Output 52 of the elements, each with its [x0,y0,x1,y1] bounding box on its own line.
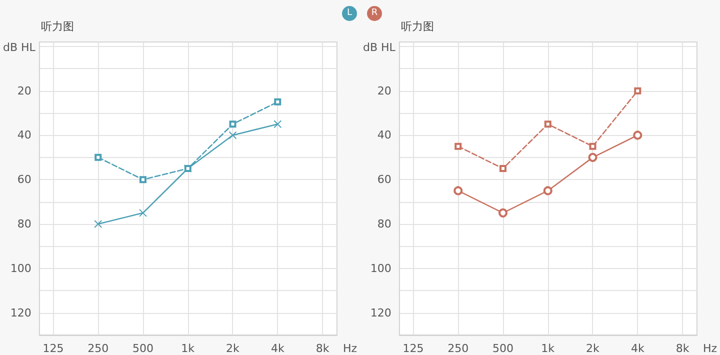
y-axis-title: dB HL [362,41,396,54]
chart-title: 听力图 [401,20,434,33]
x-axis-title: Hz [342,342,358,355]
x-tick-label: 250 [448,342,469,355]
point [454,186,463,196]
point [633,130,642,140]
y-tick-label: 60 [17,173,32,186]
x-tick-label: 500 [132,342,154,355]
x-tick-label: 8k [316,342,330,355]
y-tick-label: 100 [10,262,32,275]
y-tick-label: 80 [17,218,32,231]
point [498,208,508,218]
x-axis-title: Hz [702,342,718,355]
y-tick-label: 80 [377,218,392,231]
y-tick-label: 100 [370,262,392,275]
x-tick-label: 2k [226,342,240,355]
y-tick-label: 120 [370,306,392,320]
point [588,152,598,162]
point [94,220,102,228]
point [274,120,282,128]
x-tick-label: 8k [676,342,690,355]
point [139,176,146,184]
x-tick-label: 1k [541,342,556,355]
point [138,208,147,217]
x-tick-label: 4k [270,342,285,355]
x-tick-label: 2k [586,342,600,355]
y-tick-label: 20 [17,84,32,98]
y-axis-title: dB HL [2,41,36,54]
point [454,142,462,150]
point [543,186,552,196]
point [274,98,282,106]
x-tick-label: 500 [492,342,514,355]
y-tick-label: 60 [377,173,392,186]
point [229,120,236,128]
x-tick-label: 125 [402,342,424,355]
point [634,87,642,94]
point [499,165,506,172]
x-tick-label: 1k [181,342,196,355]
y-tick-label: 40 [377,128,392,142]
point [589,142,596,150]
y-tick-label: 40 [17,128,32,142]
text: L [342,6,357,21]
point [544,120,552,128]
x-tick-label: 250 [88,342,109,355]
x-tick-label: 4k [630,342,645,355]
point [228,131,237,140]
y-tick-label: 20 [377,84,392,98]
point [94,154,102,161]
y-tick-label: 120 [10,306,32,320]
chart-title: 听力图 [41,20,74,33]
text: R [367,6,382,21]
x-tick-label: 125 [42,342,64,355]
